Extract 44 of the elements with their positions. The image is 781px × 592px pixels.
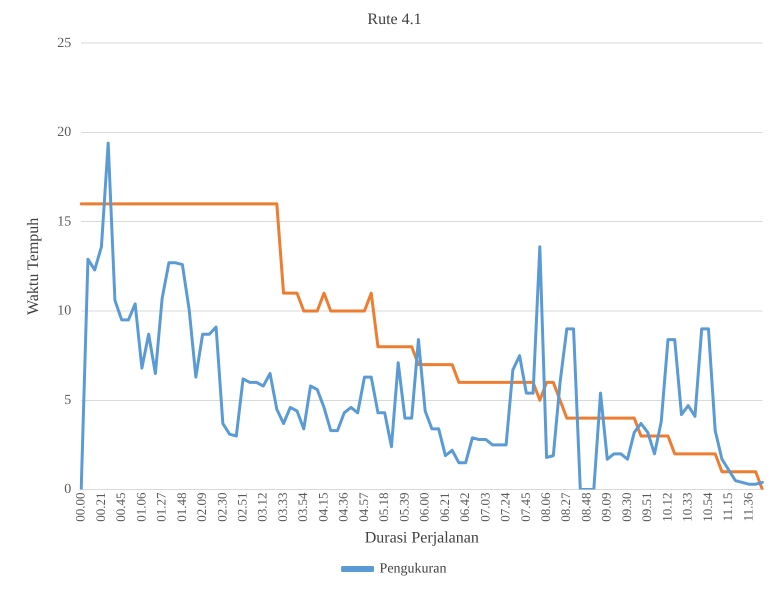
x-tick-label: 07.45 <box>518 492 533 522</box>
x-tick-label: 02.09 <box>194 492 210 522</box>
x-tick-label: 06.00 <box>416 492 432 522</box>
legend-label: Pengukuran <box>380 562 446 577</box>
y-tick-label: 25 <box>57 36 72 51</box>
x-tick-label: 00.00 <box>72 492 88 522</box>
x-tick-label: 05.18 <box>376 492 392 522</box>
x-tick-label: 05.39 <box>396 492 412 522</box>
x-tick-label: 09.51 <box>639 492 654 522</box>
x-tick-label: 09.30 <box>618 492 634 522</box>
x-tick-label: 03.12 <box>254 492 270 522</box>
x-tick-label: 10.33 <box>680 492 695 522</box>
y-tick-label: 20 <box>57 125 72 140</box>
x-tick-label: 07.03 <box>477 492 492 522</box>
x-tick-label: 03.54 <box>295 492 310 522</box>
chart-title: Rute 4.1 <box>367 10 422 28</box>
x-tick-label: 09.09 <box>598 492 614 522</box>
x-tick-label: 04.57 <box>356 492 371 522</box>
x-tick-label: 10.54 <box>700 492 715 522</box>
x-tick-label: 03.33 <box>274 492 290 522</box>
x-tick-label: 08.27 <box>558 492 574 522</box>
x-tick-label: 00.21 <box>92 492 108 522</box>
x-tick-label: 06.42 <box>457 492 472 522</box>
x-tick-label: 01.48 <box>174 492 189 522</box>
x-tick-label: 04.15 <box>315 492 330 522</box>
x-tick-label: 07.24 <box>498 492 513 522</box>
x-tick-label: 00.45 <box>113 492 128 522</box>
x-tick-label: 08.06 <box>538 492 553 522</box>
x-tick-label: 11.36 <box>740 492 756 522</box>
y-tick-label: 15 <box>57 214 72 230</box>
y-tick-label: 0 <box>64 482 72 498</box>
x-axis-title: Durasi Perjalanan <box>364 530 479 547</box>
x-tick-label: 02.51 <box>234 492 250 522</box>
x-tick-label: 08.48 <box>578 492 594 522</box>
x-tick-label: 11.15 <box>720 492 736 522</box>
y-tick-label: 5 <box>64 392 72 408</box>
x-tick-label: 06.21 <box>436 492 452 522</box>
y-tick-label: 10 <box>57 304 72 319</box>
y-axis-title: Waktu Tempuh <box>24 218 42 316</box>
x-tick-label: 02.30 <box>214 492 230 522</box>
x-tick-label: 04.36 <box>336 492 351 522</box>
x-tick-label: 10.12 <box>659 492 674 522</box>
x-tick-label: 01.06 <box>133 492 148 522</box>
x-tick-label: 01.27 <box>154 492 169 522</box>
